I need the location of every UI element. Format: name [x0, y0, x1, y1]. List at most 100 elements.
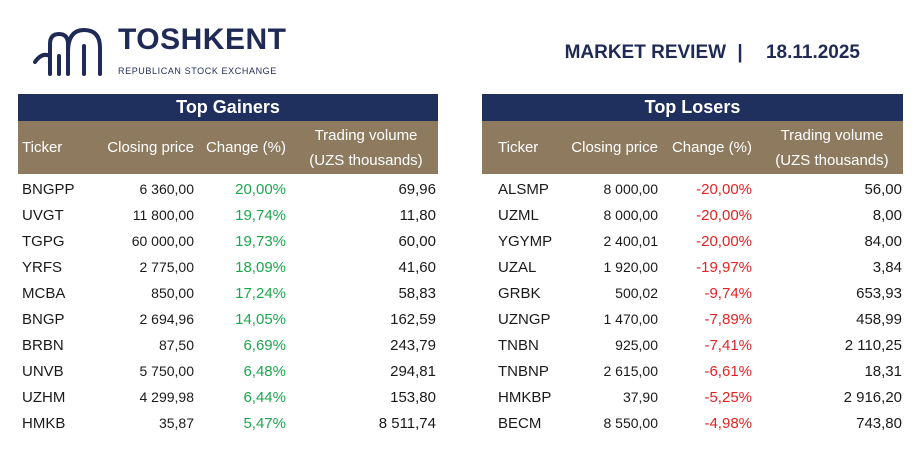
trading-volume-cell: 84,00 [864, 232, 902, 250]
table-row: YGYMP 2 400,01 -20,00% 84,00 [482, 228, 903, 254]
exchange-logo: TOSHKENT REPUBLICAN STOCK EXCHANGE [32, 22, 286, 82]
table-row: UZML 8 000,00 -20,00% 8,00 [482, 202, 903, 228]
trading-volume-cell: 243,79 [390, 336, 436, 354]
table-row: TGPG 60 000,00 19,73% 60,00 [18, 228, 438, 254]
table-row: UZNGP 1 470,00 -7,89% 458,99 [482, 306, 903, 332]
trading-volume-cell: 41,60 [398, 258, 436, 276]
change-cell: -20,00% [696, 206, 752, 224]
trading-volume-cell: 60,00 [398, 232, 436, 250]
header-volume-line1: Trading volume [314, 126, 418, 144]
trading-volume-cell: 458,99 [856, 310, 902, 328]
losers-header-row: Ticker Closing price Change (%) Trading … [482, 121, 903, 174]
closing-price-cell: 4 299,98 [139, 389, 195, 405]
gainers-header-row: Ticker Closing price Change (%) Trading … [18, 121, 438, 174]
header-trading-volume: Trading volume (UZS thousands) [752, 123, 902, 173]
change-cell: -5,25% [704, 388, 752, 406]
table-row: UNVB 5 750,00 6,48% 294,81 [18, 358, 438, 384]
change-cell: 6,69% [243, 336, 286, 354]
table-row: HMKBP 37,90 -5,25% 2 916,20 [482, 384, 903, 410]
trading-volume-cell: 8,00 [872, 206, 902, 224]
losers-title: Top Losers [482, 94, 903, 121]
closing-price-cell: 6 360,00 [139, 181, 195, 197]
table-row: TNBN 925,00 -7,41% 2 110,25 [482, 332, 903, 358]
trading-volume-cell: 18,31 [864, 362, 902, 380]
header-volume-line2: (UZS thousands) [309, 151, 423, 169]
change-cell: -20,00% [696, 232, 752, 250]
header-change: Change (%) [205, 139, 286, 156]
closing-price-cell: 8 000,00 [603, 181, 659, 197]
ticker-cell: ALSMP [498, 180, 549, 198]
gainers-title: Top Gainers [18, 94, 438, 121]
ticker-cell: GRBK [498, 284, 541, 302]
review-date: 18.11.2025 [765, 42, 860, 63]
table-row: ALSMP 8 000,00 -20,00% 56,00 [482, 176, 903, 202]
table-row: UZHM 4 299,98 6,44% 153,80 [18, 384, 438, 410]
trading-volume-cell: 153,80 [390, 388, 436, 406]
table-row: GRBK 500,02 -9,74% 653,93 [482, 280, 903, 306]
change-cell: -4,98% [704, 414, 752, 432]
change-cell: 19,73% [235, 232, 286, 250]
change-cell: -19,97% [696, 258, 752, 276]
header-volume-line1: Trading volume [780, 126, 884, 144]
change-cell: -7,41% [704, 336, 752, 354]
ticker-cell: BNGPP [22, 180, 75, 198]
ticker-cell: TNBNP [498, 362, 549, 380]
ticker-cell: UZNGP [498, 310, 551, 328]
ticker-cell: UVGT [22, 206, 64, 224]
gainers-rows: BNGPP 6 360,00 20,00% 69,96 UVGT 11 800,00 19,… [18, 176, 438, 436]
closing-price-cell: 2 694,96 [139, 311, 195, 327]
change-cell: 6,48% [243, 362, 286, 380]
brand-subtitle: REPUBLICAN STOCK EXCHANGE [118, 66, 277, 76]
trading-volume-cell: 2 916,20 [843, 388, 902, 406]
header-closing-price: Closing price [571, 139, 658, 156]
review-label: MARKET REVIEW [564, 42, 727, 63]
closing-price-cell: 35,87 [158, 415, 194, 431]
header-change: Change (%) [671, 139, 752, 156]
change-cell: -9,74% [704, 284, 752, 302]
trading-volume-cell: 294,81 [390, 362, 436, 380]
trading-volume-cell: 3,84 [872, 258, 902, 276]
ticker-cell: UZML [498, 206, 539, 224]
change-cell: -6,61% [704, 362, 752, 380]
closing-price-cell: 8 550,00 [603, 415, 659, 431]
change-cell: 19,74% [235, 206, 286, 224]
ticker-cell: UNVB [22, 362, 64, 380]
table-row: BNGPP 6 360,00 20,00% 69,96 [18, 176, 438, 202]
table-row: YRFS 2 775,00 18,09% 41,60 [18, 254, 438, 280]
change-cell: 5,47% [243, 414, 286, 432]
closing-price-cell: 37,90 [622, 389, 658, 405]
closing-price-cell: 2 615,00 [603, 363, 659, 379]
ticker-cell: UZHM [22, 388, 66, 406]
table-row: MCBA 850,00 17,24% 58,83 [18, 280, 438, 306]
change-cell: 18,09% [235, 258, 286, 276]
market-review-heading: MARKET REVIEW | 18.11.2025 [565, 42, 860, 64]
ticker-cell: TGPG [22, 232, 65, 250]
ticker-cell: UZAL [498, 258, 537, 276]
trading-volume-cell: 2 110,25 [844, 336, 902, 354]
closing-price-cell: 2 775,00 [139, 259, 195, 275]
top-losers-table: Top Losers Ticker Closing price Change (… [482, 94, 903, 436]
closing-price-cell: 87,50 [158, 337, 194, 353]
ticker-cell: YGYMP [498, 232, 553, 250]
table-row: UZAL 1 920,00 -19,97% 3,84 [482, 254, 903, 280]
brand-name: TOSHKENT [118, 23, 287, 56]
closing-price-cell: 925,00 [615, 337, 658, 353]
table-row: BNGP 2 694,96 14,05% 162,59 [18, 306, 438, 332]
table-row: HMKB 35,87 5,47% 8 511,74 [18, 410, 438, 436]
top-gainers-table: Top Gainers Ticker Closing price Change … [18, 94, 438, 436]
trading-volume-cell: 743,80 [856, 414, 902, 432]
tse-emblem-icon [33, 28, 102, 76]
trading-volume-cell: 8 511,74 [378, 414, 436, 432]
trading-volume-cell: 162,59 [390, 310, 436, 328]
change-cell: -20,00% [696, 180, 752, 198]
table-row: BRBN 87,50 6,69% 243,79 [18, 332, 438, 358]
change-cell: 17,24% [235, 284, 286, 302]
ticker-cell: HMKB [22, 414, 66, 432]
trading-volume-cell: 69,96 [398, 180, 436, 198]
closing-price-cell: 5 750,00 [139, 363, 195, 379]
change-cell: -7,89% [704, 310, 752, 328]
closing-price-cell: 1 920,00 [603, 259, 659, 275]
ticker-cell: MCBA [22, 284, 66, 302]
losers-rows: ALSMP 8 000,00 -20,00% 56,00 UZML 8 000,00 -20… [482, 176, 903, 436]
closing-price-cell: 60 000,00 [131, 233, 194, 249]
